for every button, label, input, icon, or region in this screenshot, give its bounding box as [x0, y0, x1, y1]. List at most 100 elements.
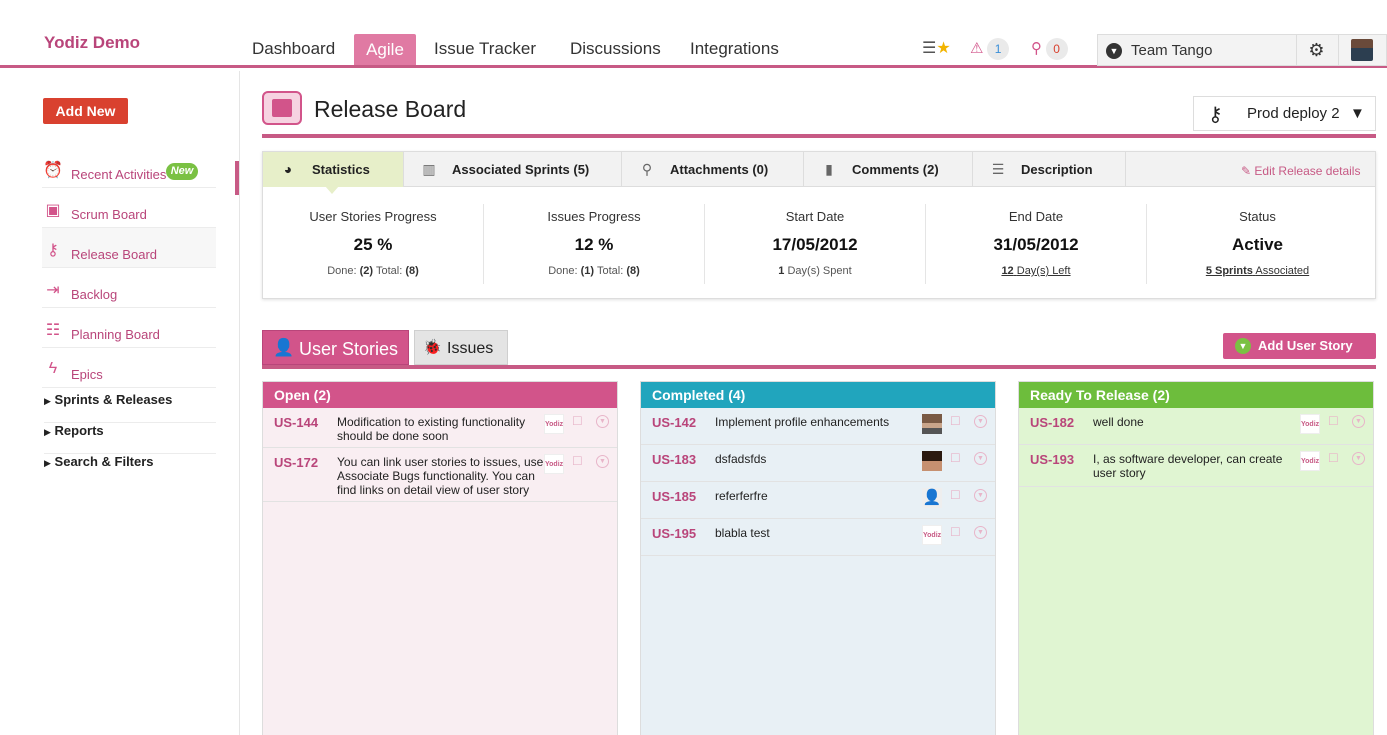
chevron-down-icon[interactable]: ▼: [1106, 43, 1122, 59]
story-id[interactable]: US-144: [274, 415, 319, 430]
stat-sub: Done: (2) Total: (8): [327, 265, 419, 277]
add-user-story-button[interactable]: ▼ Add User Story: [1223, 333, 1376, 359]
tab-associated-sprints[interactable]: ▥ Associated Sprints (5): [404, 152, 622, 187]
edit-release-link[interactable]: ✎ Edit Release details: [1241, 164, 1360, 178]
stat-end-date: End Date 31/05/2012 12 Day(s) Left: [926, 204, 1147, 284]
sidebar-section-sprints-releases[interactable]: ▶ Sprints & Releases: [44, 392, 216, 423]
chevron-down-icon[interactable]: ▼: [974, 526, 987, 539]
story-text: blabla test: [715, 526, 770, 540]
story-card[interactable]: US-185 referferfre 👤 ☐ ▼: [641, 482, 995, 519]
story-id[interactable]: US-193: [1030, 452, 1075, 467]
default-user-icon: 👤: [922, 488, 942, 508]
team-selector[interactable]: ▼ Team Tango ⚙: [1097, 34, 1387, 66]
chevron-down-icon[interactable]: ▼: [974, 489, 987, 502]
tab-label: User Stories: [299, 339, 399, 359]
comment-icon[interactable]: ☐: [1328, 451, 1339, 465]
sidebar-item-label: Release Board: [71, 247, 157, 262]
comment-icon[interactable]: ☐: [572, 414, 583, 428]
comment-icon[interactable]: ☐: [572, 454, 583, 468]
yodiz-logo-avatar: Yodiz: [922, 525, 942, 545]
story-card[interactable]: US-193 I, as software developer, can cre…: [1019, 445, 1373, 487]
sidebar-item-recent-activities[interactable]: ⏰ Recent Activities: [42, 148, 216, 188]
story-card[interactable]: US-142 Implement profile enhancements ☐ …: [641, 408, 995, 445]
tab-label: Associated Sprints (5): [452, 162, 590, 177]
button-label: Add User Story: [1258, 338, 1353, 353]
sidebar-item-planning-board[interactable]: ☷ Planning Board: [42, 308, 216, 348]
sidebar-item-backlog[interactable]: ⇥ Backlog: [42, 268, 216, 308]
backlog-icon: ⇥: [46, 282, 60, 299]
release-name: Prod deploy 2: [1247, 105, 1340, 122]
key-icon: ⚷: [47, 242, 59, 259]
story-id[interactable]: US-182: [1030, 415, 1075, 430]
days-left-link[interactable]: 12 Day(s) Left: [1001, 265, 1071, 277]
comment-icon[interactable]: ☐: [950, 488, 961, 502]
stat-value: 31/05/2012: [993, 235, 1079, 254]
nav-issue-tracker[interactable]: Issue Tracker: [434, 39, 537, 58]
tab-issues[interactable]: 🐞 Issues: [414, 330, 508, 365]
section-label: Reports: [54, 423, 104, 438]
tab-comments[interactable]: ▮ Comments (2): [804, 152, 973, 187]
tab-label: Attachments (0): [670, 162, 769, 177]
chevron-down-icon[interactable]: ▼: [596, 455, 609, 468]
pins-button[interactable]: ⚲ 0: [1031, 38, 1068, 64]
story-card[interactable]: US-182 well done Yodiz ☐ ▼: [1019, 408, 1373, 445]
story-id[interactable]: US-185: [652, 489, 697, 504]
nav-agile[interactable]: Agile: [354, 34, 416, 65]
story-card[interactable]: US-183 dsfadsfds ☐ ▼: [641, 445, 995, 482]
comment-icon[interactable]: ☐: [950, 451, 961, 465]
story-card[interactable]: US-144 Modification to existing function…: [263, 408, 617, 448]
user-avatar: [922, 451, 942, 471]
release-tabs: ◕ Statistics ▥ Associated Sprints (5) ⚲ …: [263, 152, 1375, 194]
alert-icon: ⚠: [970, 40, 984, 57]
active-indicator: [235, 161, 239, 195]
tab-user-stories[interactable]: 👤 User Stories: [262, 330, 409, 365]
story-id[interactable]: US-183: [652, 452, 697, 467]
user-avatar[interactable]: [1338, 35, 1386, 65]
comment-icon[interactable]: ☐: [950, 525, 961, 539]
comment-icon[interactable]: ☐: [950, 414, 961, 428]
chevron-down-icon[interactable]: ▼: [596, 415, 609, 428]
header-divider: [262, 134, 1376, 138]
tab-statistics[interactable]: ◕ Statistics: [263, 152, 404, 194]
tasks-star-icon[interactable]: ☰★: [922, 40, 951, 57]
release-selector[interactable]: ⚷ Prod deploy 2 ▼: [1193, 96, 1376, 131]
nav-dashboard[interactable]: Dashboard: [252, 39, 336, 58]
comment-icon[interactable]: ☐: [1328, 414, 1339, 428]
alerts-button[interactable]: ⚠ 1: [970, 38, 1010, 64]
add-new-button[interactable]: Add New: [43, 98, 128, 124]
story-id[interactable]: US-195: [652, 526, 697, 541]
gear-icon[interactable]: ⚙: [1296, 35, 1336, 65]
nav-integrations[interactable]: Integrations: [690, 39, 779, 58]
column-ready-to-release: Ready To Release (2) US-182 well done Yo…: [1018, 381, 1374, 735]
story-card[interactable]: US-195 blabla test Yodiz ☐ ▼: [641, 519, 995, 556]
caret-right-icon: ▶: [44, 427, 51, 437]
stat-start-date: Start Date 17/05/2012 1 Day(s) Spent: [705, 204, 926, 284]
tab-attachments[interactable]: ⚲ Attachments (0): [622, 152, 804, 187]
sidebar-item-epics[interactable]: ϟ Epics: [42, 348, 216, 388]
nav-discussions[interactable]: Discussions: [570, 39, 661, 58]
column-header: Ready To Release (2): [1019, 382, 1373, 408]
chevron-down-icon[interactable]: ▼: [1352, 415, 1365, 428]
sidebar-item-scrum-board[interactable]: ▣ Scrum Board: [42, 188, 216, 228]
brand-title[interactable]: Yodiz Demo: [44, 33, 141, 52]
stat-value: 25 %: [353, 235, 393, 254]
stat-user-stories: User Stories Progress 25 % Done: (2) Tot…: [263, 204, 484, 284]
chevron-down-icon[interactable]: ▼: [1352, 452, 1365, 465]
sidebar-section-reports[interactable]: ▶ Reports: [44, 423, 216, 454]
sidebar-item-release-board[interactable]: ⚷ Release Board: [42, 228, 216, 268]
sprints-associated-link[interactable]: 5 Sprints Associated: [1205, 265, 1310, 277]
sidebar-item-label: Backlog: [71, 287, 118, 302]
section-label: Search & Filters: [54, 454, 154, 469]
bar-chart-icon: ▥: [422, 161, 436, 177]
sidebar-section-search-filters[interactable]: ▶ Search & Filters: [44, 454, 216, 485]
tab-description[interactable]: ☰ Description: [973, 152, 1126, 187]
stat-title: User Stories Progress: [309, 209, 437, 224]
story-card[interactable]: US-172 You can link user stories to issu…: [263, 448, 617, 502]
chevron-down-icon[interactable]: ▼: [974, 415, 987, 428]
planning-icon: ☷: [45, 322, 61, 339]
story-id[interactable]: US-142: [652, 415, 697, 430]
story-text: Modification to existing functionality s…: [337, 415, 526, 443]
story-id[interactable]: US-172: [274, 455, 319, 470]
caret-right-icon: ▶: [44, 458, 51, 468]
chevron-down-icon[interactable]: ▼: [974, 452, 987, 465]
